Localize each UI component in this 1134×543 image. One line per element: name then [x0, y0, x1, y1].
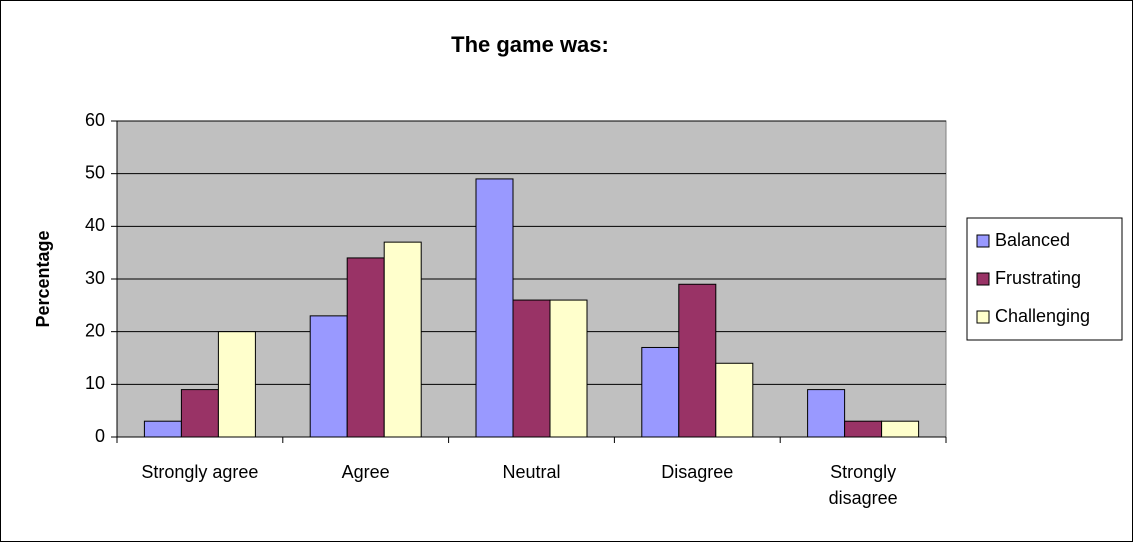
- bar: [180, 389, 219, 438]
- x-tick-label: Agree: [341, 462, 390, 482]
- y-tick-label: 20: [85, 320, 105, 340]
- chart-title: The game was:: [451, 32, 609, 57]
- bar: [549, 299, 588, 438]
- legend-label: Frustrating: [995, 268, 1081, 288]
- bar: [217, 331, 256, 438]
- y-tick-label: 10: [85, 373, 105, 393]
- bar: [641, 346, 680, 438]
- bar: [715, 362, 754, 438]
- bar: [678, 283, 717, 438]
- x-tick-label: Strongly agree: [141, 462, 259, 482]
- legend-swatch: [976, 234, 990, 248]
- legend-swatch: [976, 310, 990, 324]
- legend-swatch: [976, 272, 990, 286]
- bar: [512, 299, 551, 438]
- bar: [346, 257, 385, 438]
- bar: [143, 420, 182, 438]
- bar: [383, 241, 422, 438]
- legend-box: [966, 217, 1123, 341]
- bar: [309, 315, 348, 438]
- y-axis-label: Percentage: [33, 230, 53, 327]
- legend-label: Challenging: [995, 306, 1090, 326]
- bar: [807, 389, 846, 438]
- x-tick-label: Strongly disagree: [828, 462, 898, 508]
- y-tick-label: 0: [95, 426, 105, 446]
- y-tick-label: 30: [85, 268, 105, 288]
- y-tick-label: 50: [85, 162, 105, 182]
- y-tick-label: 40: [85, 215, 105, 235]
- bar: [881, 420, 920, 438]
- x-tick-label: Neutral: [502, 462, 561, 482]
- bar: [844, 420, 883, 438]
- legend-label: Balanced: [995, 230, 1070, 250]
- x-tick-label: Disagree: [661, 462, 734, 482]
- y-tick-label: 60: [85, 110, 105, 130]
- bar: [475, 178, 514, 438]
